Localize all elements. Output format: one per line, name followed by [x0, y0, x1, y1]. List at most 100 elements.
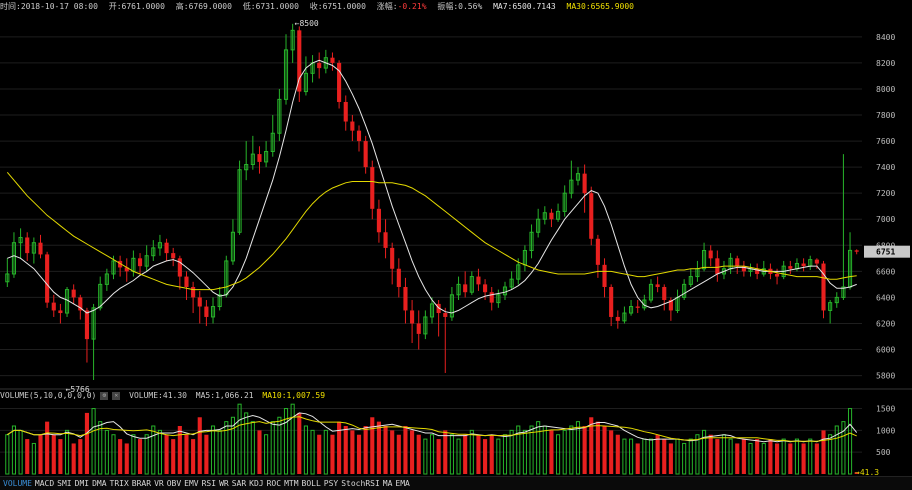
ma7-line	[7, 59, 857, 314]
price-tick-label: 5800	[876, 372, 895, 381]
candle-body	[230, 231, 235, 262]
ma-lines	[6, 59, 857, 314]
candle-body	[648, 283, 654, 301]
tab-kdj[interactable]: KDJ	[249, 479, 264, 488]
volume-bar	[330, 434, 335, 474]
candle-body	[343, 101, 348, 122]
candle-body	[562, 192, 567, 212]
volume-tick-label: 1000	[876, 426, 895, 435]
candle-body	[396, 268, 401, 287]
tab-obv[interactable]: OBV	[166, 479, 182, 488]
volume-bar	[410, 430, 415, 474]
tab-psy[interactable]: PSY	[323, 479, 339, 488]
candles	[5, 23, 859, 381]
close-icon[interactable]: ✕	[112, 391, 121, 400]
tab-ma[interactable]: MA	[382, 479, 393, 488]
volume-bar	[808, 438, 813, 475]
candle-body	[788, 266, 793, 269]
tab-vr[interactable]: VR	[154, 479, 164, 488]
tab-macd[interactable]: MACD	[34, 479, 55, 488]
price-tick-label: 8000	[876, 85, 895, 94]
candle-body	[436, 303, 441, 314]
volume-bar	[748, 442, 753, 475]
candle-body	[277, 98, 282, 134]
candle-body	[483, 284, 488, 293]
candle-body	[244, 164, 249, 171]
volume-bar	[250, 421, 255, 475]
volume-bar	[682, 442, 687, 475]
candle-body	[589, 193, 594, 239]
candle-body	[741, 266, 746, 272]
tab-volume[interactable]: VOLUME	[3, 479, 32, 488]
volume-ma5-line	[7, 412, 858, 443]
candle-body	[841, 286, 846, 298]
candle-body	[668, 300, 673, 311]
volume-bar	[562, 429, 567, 475]
volume-bar	[350, 430, 355, 474]
volume-bar	[476, 434, 481, 474]
volume-value: VOLUME:41.30	[129, 391, 187, 400]
volume-bar	[536, 421, 541, 475]
candle-body	[111, 260, 116, 275]
amplitude-field: 振幅:0.56%	[437, 2, 483, 11]
volume-bar	[337, 421, 342, 474]
candle-body	[370, 167, 375, 209]
tab-brar[interactable]: BRAR	[131, 479, 152, 488]
candle-body	[383, 232, 388, 248]
volume-bar	[828, 434, 833, 475]
volume-bar	[217, 429, 222, 475]
volume-bar	[277, 416, 282, 475]
tab-rsi[interactable]: RSI	[201, 479, 217, 488]
volume-bar	[310, 429, 315, 475]
volume-bar	[151, 425, 156, 475]
candle-body	[456, 283, 461, 296]
tab-ema[interactable]: EMA	[395, 479, 410, 488]
tab-roc[interactable]: ROC	[266, 479, 282, 488]
volume-bar	[429, 434, 435, 475]
tab-smi[interactable]: SMI	[57, 479, 72, 488]
tab-emv[interactable]: EMV	[184, 479, 199, 488]
candle-body	[118, 260, 123, 268]
candle-body	[536, 218, 541, 233]
high-field: 高:6769.0000	[175, 2, 232, 11]
candle-body	[297, 30, 302, 92]
volume-bar	[662, 439, 667, 474]
volume-bar	[489, 434, 494, 474]
candle-body	[556, 210, 561, 220]
tab-sar[interactable]: SAR	[231, 479, 247, 488]
price-tick-label: 6400	[876, 293, 895, 302]
tab-wr[interactable]: WR	[219, 479, 229, 488]
volume-bar	[98, 421, 103, 475]
tab-dma[interactable]: DMA	[92, 479, 107, 488]
volume-bar	[648, 438, 654, 475]
tab-stochrsi[interactable]: StochRSI	[341, 479, 380, 488]
tab-trix[interactable]: TRIX	[109, 479, 129, 488]
settings-icon[interactable]: ⚙	[100, 391, 109, 400]
candle-body	[595, 238, 600, 265]
tab-dmi[interactable]: DMI	[74, 479, 90, 488]
volume-bar	[642, 438, 647, 475]
candle-body	[18, 236, 23, 244]
tab-boll[interactable]: BOLL	[301, 479, 321, 488]
volume-bar	[403, 426, 408, 474]
candle-body	[303, 72, 308, 93]
candle-body	[51, 302, 56, 311]
candle-body	[682, 283, 687, 298]
volume-bar	[582, 426, 587, 474]
candle-body	[635, 306, 640, 308]
volume-bar	[496, 438, 501, 475]
candle-body	[144, 255, 149, 267]
tab-mtm[interactable]: MTM	[284, 479, 299, 488]
volume-bar	[781, 438, 786, 475]
volume-bar	[814, 443, 819, 474]
kline-chart[interactable]: 5800600062006400660068007000720074007600…	[0, 0, 912, 476]
volume-bar	[522, 429, 527, 475]
candle-body	[410, 310, 415, 324]
candle-body	[814, 259, 819, 264]
candle-body	[5, 273, 10, 283]
candle-body	[210, 306, 216, 318]
volume-bar	[58, 439, 63, 474]
candle-body	[629, 306, 634, 314]
price-tick-label: 6600	[876, 267, 895, 276]
volume-bar	[71, 443, 76, 474]
